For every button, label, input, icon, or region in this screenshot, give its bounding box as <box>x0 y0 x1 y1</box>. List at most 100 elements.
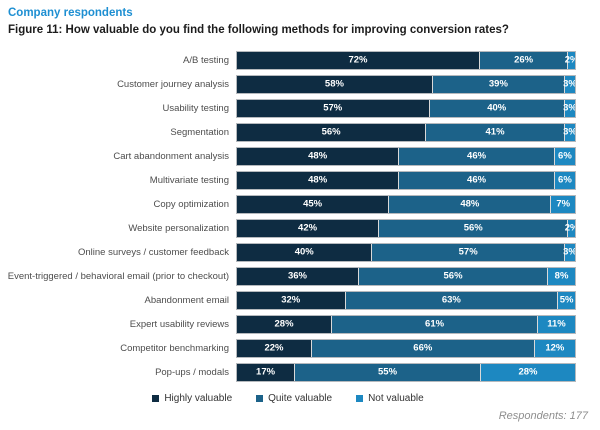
category-label: Online surveys / customer feedback <box>77 246 229 258</box>
stacked-bar: 28% 61% 11% <box>236 314 576 334</box>
segment-value: 28% <box>518 366 538 378</box>
bar-segment: 5% <box>558 291 575 309</box>
bar-segment: 3% <box>563 243 576 261</box>
segment-value: 6% <box>558 150 572 162</box>
stacked-bar: 58% 39% 3% <box>236 74 576 94</box>
bar-segment: 46% <box>399 171 554 189</box>
segment-value: 32% <box>281 294 301 306</box>
legend-label: Highly valuable <box>164 393 233 405</box>
bar-segment: 66% <box>311 339 534 357</box>
segment-value: 5% <box>559 294 574 306</box>
bar-segment: 28% <box>480 363 575 381</box>
bar-segment: 36% <box>237 267 358 285</box>
chart-row: Expert usability reviews 28% 61% 11% <box>0 312 576 336</box>
stacked-bar: 36% 56% 8% <box>236 266 576 286</box>
category-label: Multivariate testing <box>149 174 229 186</box>
category-label: Event-triggered / behavioral email (prio… <box>7 270 229 282</box>
chart-row: Abandonment email 32% 63% 5% <box>0 288 576 312</box>
bar-segment: 6% <box>554 171 575 189</box>
category-label: Segmentation <box>170 126 229 138</box>
segment-value: 7% <box>556 198 571 210</box>
category-label: Cart abandonment analysis <box>113 150 229 162</box>
segment-value: 57% <box>458 246 478 258</box>
bar-segment: 58% <box>237 75 432 93</box>
chart-row: Cart abandonment analysis 48% 46% 6% <box>0 144 576 168</box>
chart-row: Pop-ups / modals 17% 55% 28% <box>0 360 576 384</box>
category-label: Customer journey analysis <box>117 78 229 90</box>
segment-value: 41% <box>485 126 505 138</box>
chart-row: Customer journey analysis 58% 39% 3% <box>0 72 576 96</box>
segment-value: 11% <box>547 318 566 330</box>
respondents-note: Respondents: 177 <box>498 410 588 422</box>
legend-item: Highly valuable <box>152 393 232 404</box>
bar-segment: 3% <box>563 99 576 117</box>
stacked-bar: 56% 41% 3% <box>236 122 576 142</box>
stacked-bar-chart: A/B testing 72% 26% 2% Customer journey anal… <box>0 48 600 404</box>
bar-segment: 3% <box>563 123 576 141</box>
bar-segment: 55% <box>295 363 480 381</box>
segment-value: 57% <box>323 102 343 114</box>
segment-value: 40% <box>487 102 507 114</box>
bar-segment: 40% <box>429 99 564 117</box>
bar-segment: 48% <box>237 147 399 165</box>
figure-title: Figure 11: How valuable do you find the … <box>8 24 509 37</box>
segment-value: 6% <box>558 174 572 186</box>
chart-row: Online surveys / customer feedback 40% 57%… <box>0 240 576 264</box>
chart-row: Copy optimization 45% 48% 7% <box>0 192 576 216</box>
bar-segment: 39% <box>432 75 564 93</box>
bar-segment: 6% <box>554 147 575 165</box>
bar-segment: 2% <box>565 219 575 237</box>
legend-swatch <box>152 395 160 403</box>
segment-value: 3% <box>563 126 576 138</box>
bar-segment: 57% <box>237 99 429 117</box>
segment-value: 42% <box>298 222 318 234</box>
segment-value: 48% <box>308 174 328 186</box>
segment-value: 58% <box>324 78 344 90</box>
chart-rows: A/B testing 72% 26% 2% Customer journey anal… <box>0 48 576 384</box>
category-label: Pop-ups / modals <box>155 366 229 378</box>
category-label: A/B testing <box>183 54 229 66</box>
stacked-bar: 57% 40% 3% <box>236 98 576 118</box>
bar-segment: 17% <box>237 363 295 381</box>
segment-value: 45% <box>303 198 323 210</box>
bar-segment: 32% <box>237 291 345 309</box>
bar-segment: 45% <box>237 195 389 213</box>
bar-segment: 57% <box>372 243 564 261</box>
segment-value: 8% <box>554 270 569 282</box>
segment-value: 48% <box>460 198 480 210</box>
category-label: Competitor benchmarking <box>120 342 229 354</box>
chart-row: Segmentation 56% 41% 3% <box>0 120 576 144</box>
bar-segment: 46% <box>399 147 554 165</box>
chart-row: Website personalization 42% 56% 2% <box>0 216 576 240</box>
bar-segment: 56% <box>379 219 568 237</box>
section-eyebrow: Company respondents <box>8 7 133 19</box>
bar-segment: 12% <box>534 339 575 357</box>
segment-value: 56% <box>463 222 483 234</box>
segment-value: 66% <box>413 342 433 354</box>
segment-value: 12% <box>545 342 565 354</box>
segment-value: 3% <box>563 78 576 90</box>
segment-value: 36% <box>287 270 307 282</box>
segment-value: 3% <box>563 102 576 114</box>
chart-row: Usability testing 57% 40% 3% <box>0 96 576 120</box>
segment-value: 55% <box>378 366 398 378</box>
legend-item: Not valuable <box>356 393 424 404</box>
segment-value: 26% <box>514 54 534 66</box>
stacked-bar: 32% 63% 5% <box>236 290 576 310</box>
segment-value: 3% <box>563 246 576 258</box>
bar-segment: 42% <box>237 219 379 237</box>
category-label: Abandonment email <box>144 294 230 306</box>
segment-value: 46% <box>467 150 487 162</box>
legend-label: Not valuable <box>368 393 424 405</box>
legend-label: Quite valuable <box>268 393 333 405</box>
legend-swatch <box>356 395 364 403</box>
stacked-bar: 48% 46% 6% <box>236 146 576 166</box>
stacked-bar: 40% 57% 3% <box>236 242 576 262</box>
segment-value: 46% <box>467 174 487 186</box>
bar-segment: 8% <box>548 267 575 285</box>
segment-value: 22% <box>264 342 284 354</box>
stacked-bar: 72% 26% 2% <box>236 50 576 70</box>
stacked-bar: 48% 46% 6% <box>236 170 576 190</box>
bar-segment: 3% <box>563 75 576 93</box>
